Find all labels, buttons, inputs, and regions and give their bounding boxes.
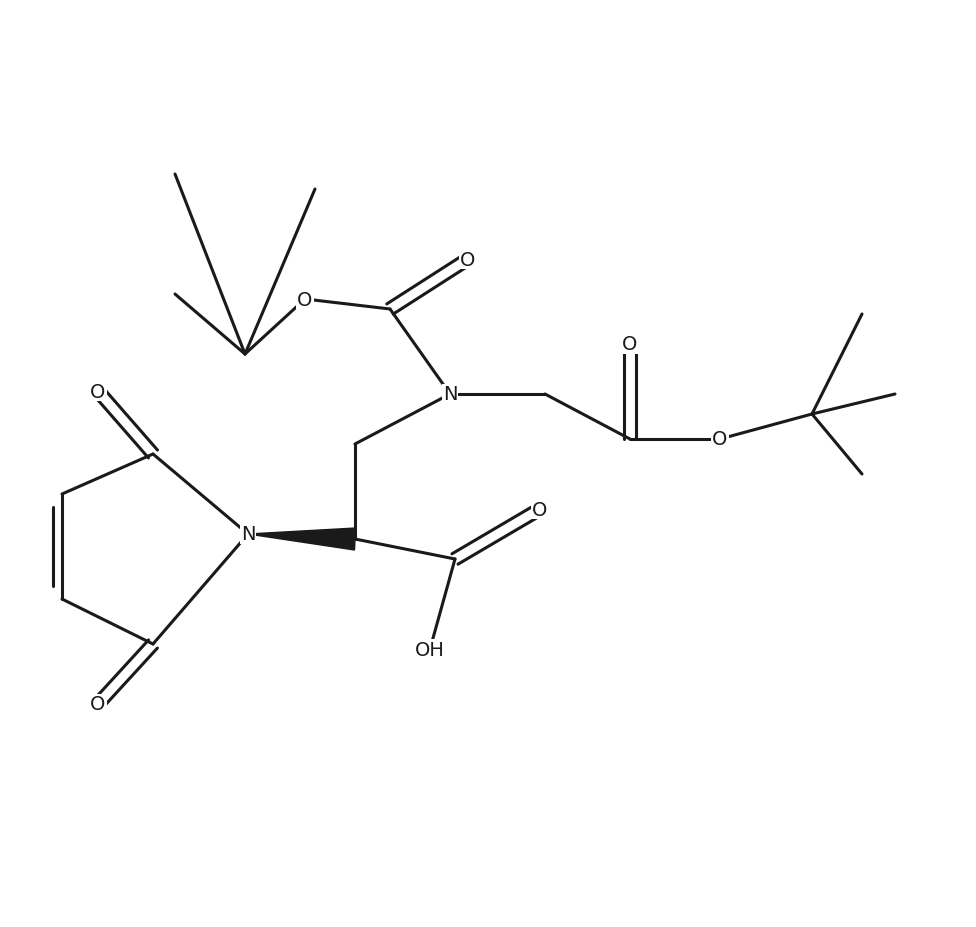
Text: O: O [298, 290, 312, 310]
Text: N: N [241, 525, 256, 544]
Polygon shape [248, 528, 355, 551]
Text: O: O [623, 336, 637, 354]
Text: O: O [91, 694, 105, 714]
Text: O: O [712, 430, 728, 449]
Text: N: N [443, 385, 457, 404]
Text: O: O [461, 250, 475, 269]
Text: O: O [91, 382, 105, 401]
Text: OH: OH [415, 640, 445, 659]
Text: O: O [532, 500, 548, 519]
